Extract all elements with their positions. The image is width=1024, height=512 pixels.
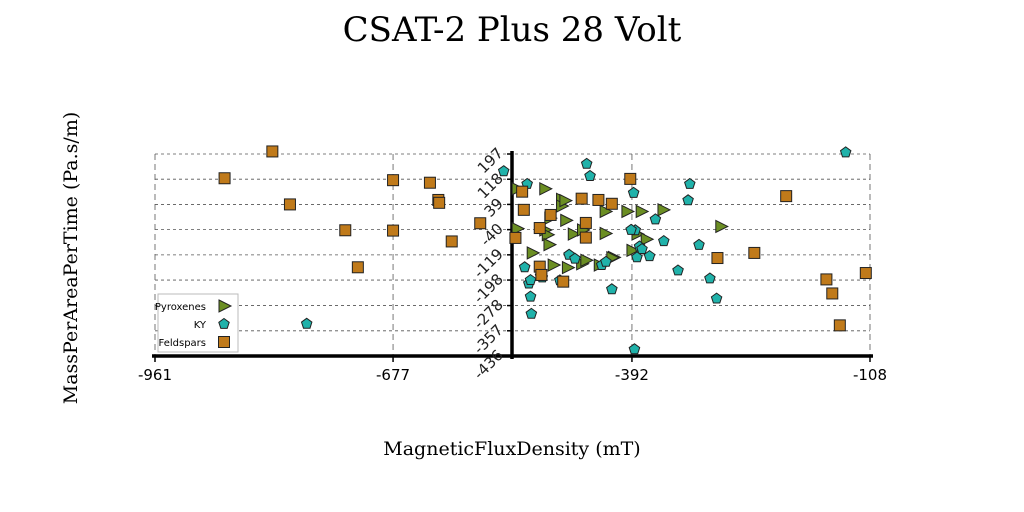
x-tick-label: -392 [615,366,649,384]
ky-point [643,249,656,262]
feldspars-point [592,193,605,206]
feldspars-point [535,268,548,281]
pyroxenes-point [561,260,576,275]
pyroxenes-point [640,232,655,247]
data-points [218,145,872,355]
ky-point [525,307,538,319]
ky-point [524,273,537,285]
axes: -961 -677 -392 -10819711839-40-119-198-278-… [138,144,887,384]
feldspars-point [748,246,761,259]
pyroxenes-point [657,203,672,217]
feldspars-point [575,192,588,205]
pyroxenes-point [547,258,562,272]
ky-point [606,283,618,295]
pyroxenes-point [560,213,574,228]
feldspars-point [516,185,529,198]
legend-marker-pyroxenes [218,299,233,313]
feldspars-point [579,216,592,229]
ky-point [524,290,537,302]
feldspars-point [557,275,570,288]
x-axis-label: MagneticFluxDensity (mT) [383,438,641,460]
feldspars-point [283,198,296,211]
ky-point [672,264,684,276]
ky-point [704,272,716,284]
ky-point [658,234,670,247]
feldspars-point [387,174,400,187]
ky-point [684,177,696,189]
ky-point [497,165,510,177]
feldspars-point [579,231,592,244]
ky-point [600,255,612,267]
feldspars-point [423,176,436,189]
feldspars-point [517,203,530,216]
pyroxenes-point [715,219,729,234]
feldspars-point [711,252,724,265]
pyroxenes-point [543,237,558,252]
ky-point [693,238,705,250]
ky-point [682,194,694,206]
feldspars-point [605,197,618,210]
feldspars-point [826,287,839,300]
ky-point [627,186,640,198]
ky-point [300,317,313,329]
x-tick-label: -677 [376,366,410,384]
feldspars-point [474,217,487,230]
ky-point [580,157,593,169]
feldspars-point [859,267,872,280]
legend-marker-feldspars [218,336,230,348]
pyroxenes-point [567,227,582,241]
pyroxenes-point [559,193,574,208]
ky-point [636,242,648,254]
x-tick-label: -961 [138,366,172,384]
x-tick-label: -108 [853,366,887,384]
legend-label-pyroxenes: Pyroxenes [155,302,206,313]
ky-point [839,146,852,158]
ky-point [625,223,637,235]
ky-point [649,213,662,225]
feldspars-point [780,190,793,203]
feldspars-point [820,273,833,286]
feldspars-point [544,208,557,221]
legend-label-feldspars: Feldspars [159,338,207,349]
ky-point [631,251,643,263]
feldspars-point [509,231,522,244]
ky-point [628,343,641,355]
ky-point [518,261,531,273]
ky-point [584,169,596,181]
feldspars-point [833,319,846,332]
legend: Pyroxenes KY Feldspars [155,293,239,353]
feldspars-point [266,145,279,158]
feldspars-point [351,261,364,274]
legend-marker-ky [218,317,230,329]
legend-label-ky: KY [194,320,207,331]
feldspars-point [533,222,546,235]
pyroxenes-point [580,253,594,268]
pyroxenes-point [539,181,553,196]
feldspars-point [218,172,231,185]
pyroxenes-point [635,204,650,219]
pyroxenes-point [621,204,636,219]
pyroxenes-point [511,221,526,236]
feldspars-point [445,235,458,248]
feldspars-point [433,196,446,209]
ky-point [710,292,723,304]
feldspars-point [387,224,400,237]
feldspars-point [624,172,637,185]
feldspars-point [339,224,352,237]
pyroxenes-point [526,246,541,260]
pyroxenes-point [626,243,641,258]
ky-point [569,252,581,264]
chart-title: CSAT-2 Plus 28 Volt [342,10,682,50]
pyroxenes-point [599,226,614,241]
